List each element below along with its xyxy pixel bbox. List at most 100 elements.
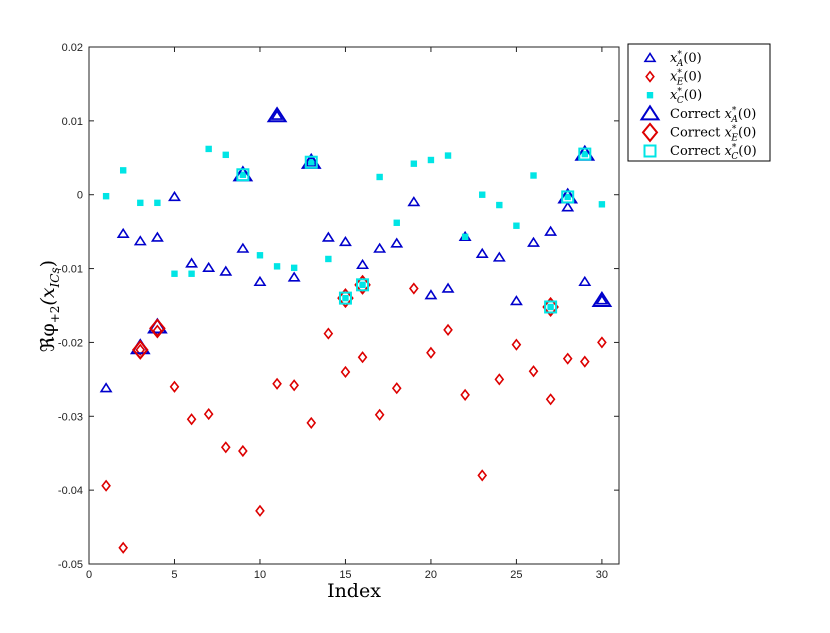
point-a: [475, 247, 489, 258]
x-tick-label: 30: [596, 569, 608, 581]
legend-label: Correct x* E(0): [670, 124, 756, 143]
point-a: [185, 257, 199, 268]
point-a: [338, 235, 352, 247]
legend-marker: [646, 91, 654, 99]
point-c: [376, 173, 383, 181]
point-a: [219, 265, 233, 276]
series-a: [99, 109, 609, 393]
point-a: [407, 196, 421, 207]
point-c: [188, 270, 195, 277]
point-e: [186, 413, 197, 426]
point-a: [270, 109, 284, 120]
point-e: [203, 407, 214, 421]
point-correct-c: [544, 300, 558, 314]
point-a: [492, 251, 506, 262]
point-a: [373, 242, 387, 253]
point-c: [102, 192, 110, 200]
y-axis-title-arg-close: ): [37, 260, 59, 267]
y-axis-title-arg-sub: ICs: [48, 267, 62, 288]
point-a: [236, 242, 250, 253]
legend-marker: [641, 122, 659, 143]
point-c: [205, 145, 212, 153]
point-c: [598, 201, 606, 208]
point-c: [564, 193, 571, 201]
point-e: [528, 365, 539, 378]
point-correct-a: [591, 290, 613, 307]
y-tick-label: 0: [77, 190, 83, 202]
point-c: [496, 201, 503, 209]
x-tick-label: 0: [86, 569, 92, 581]
axes: 0 5 10 15 20 25 30 -0.05 -0.04 -0.03 -0.02 -0.01 0 0.…: [58, 42, 620, 581]
point-correct-a: [266, 106, 288, 123]
x-tick-label: 25: [510, 569, 522, 581]
legend-label: x* C(0): [670, 87, 702, 106]
point-e: [391, 382, 402, 395]
point-a: [561, 201, 575, 212]
x-axis-title: Index: [327, 580, 381, 602]
point-e: [511, 338, 522, 351]
x-tick-label: 5: [171, 569, 177, 581]
point-c: [461, 233, 469, 241]
legend-box: [627, 43, 771, 162]
point-c: [171, 270, 178, 277]
svg-text:ℜφ+2(xICs): ℜφ+2(xICs): [37, 260, 62, 352]
point-a: [441, 282, 455, 293]
point-a: [202, 261, 216, 273]
point-a: [133, 235, 147, 246]
legend-label: x* A(0): [670, 50, 702, 69]
point-c: [444, 152, 452, 159]
legend-label: Correct x* A(0): [670, 106, 756, 125]
y-axis-title-arg: (x: [37, 287, 59, 305]
point-correct-e: [149, 318, 166, 339]
point-a: [527, 236, 540, 247]
y-tick-label: 0.01: [62, 116, 83, 128]
point-e: [357, 351, 368, 364]
point-c: [137, 199, 144, 207]
point-e: [426, 346, 436, 359]
legend-label: Correct x* C(0): [670, 143, 757, 162]
point-a: [424, 289, 438, 300]
series-e: [101, 282, 607, 554]
point-a: [168, 190, 181, 202]
point-a: [287, 271, 301, 282]
point-c: [530, 172, 537, 179]
point-c: [513, 222, 520, 229]
point-c: [427, 156, 435, 164]
legend-entry: Correct x* E(0): [641, 122, 756, 143]
point-c: [342, 294, 349, 302]
point-e: [443, 323, 453, 336]
point-a: [595, 294, 609, 305]
point-correct-c: [578, 147, 592, 161]
y-axis-title-sub: +2: [48, 306, 62, 324]
y-tick-label: 0.02: [62, 42, 83, 54]
y-tick-label: -0.02: [58, 337, 83, 349]
point-e: [306, 416, 317, 430]
legend-label: x* E(0): [670, 69, 702, 88]
legend: x* A(0)x* E(0)x* C(0)Correct x* A(0)Correct …: [627, 43, 771, 162]
point-e: [597, 336, 607, 349]
legend-entry: x* C(0): [646, 87, 702, 106]
plot-area: [89, 47, 619, 564]
point-e: [101, 479, 111, 492]
point-c: [410, 160, 418, 167]
point-a: [544, 225, 558, 236]
point-e: [238, 444, 248, 458]
point-a: [150, 231, 164, 242]
y-tick-label: -0.04: [58, 485, 83, 497]
point-correct-c: [236, 168, 250, 182]
point-c: [290, 264, 298, 272]
y-tick-label: -0.03: [58, 411, 83, 423]
point-correct-c: [338, 291, 352, 305]
point-c: [256, 252, 264, 259]
x-tick-label: 10: [254, 569, 266, 581]
point-e: [374, 408, 385, 421]
legend-entry: Correct x* C(0): [643, 143, 757, 162]
point-a: [253, 275, 267, 287]
point-a: [390, 237, 404, 248]
point-correct-c: [304, 155, 318, 169]
point-c: [239, 171, 247, 178]
point-e: [272, 377, 282, 390]
point-e: [340, 365, 351, 379]
point-e: [323, 327, 334, 340]
